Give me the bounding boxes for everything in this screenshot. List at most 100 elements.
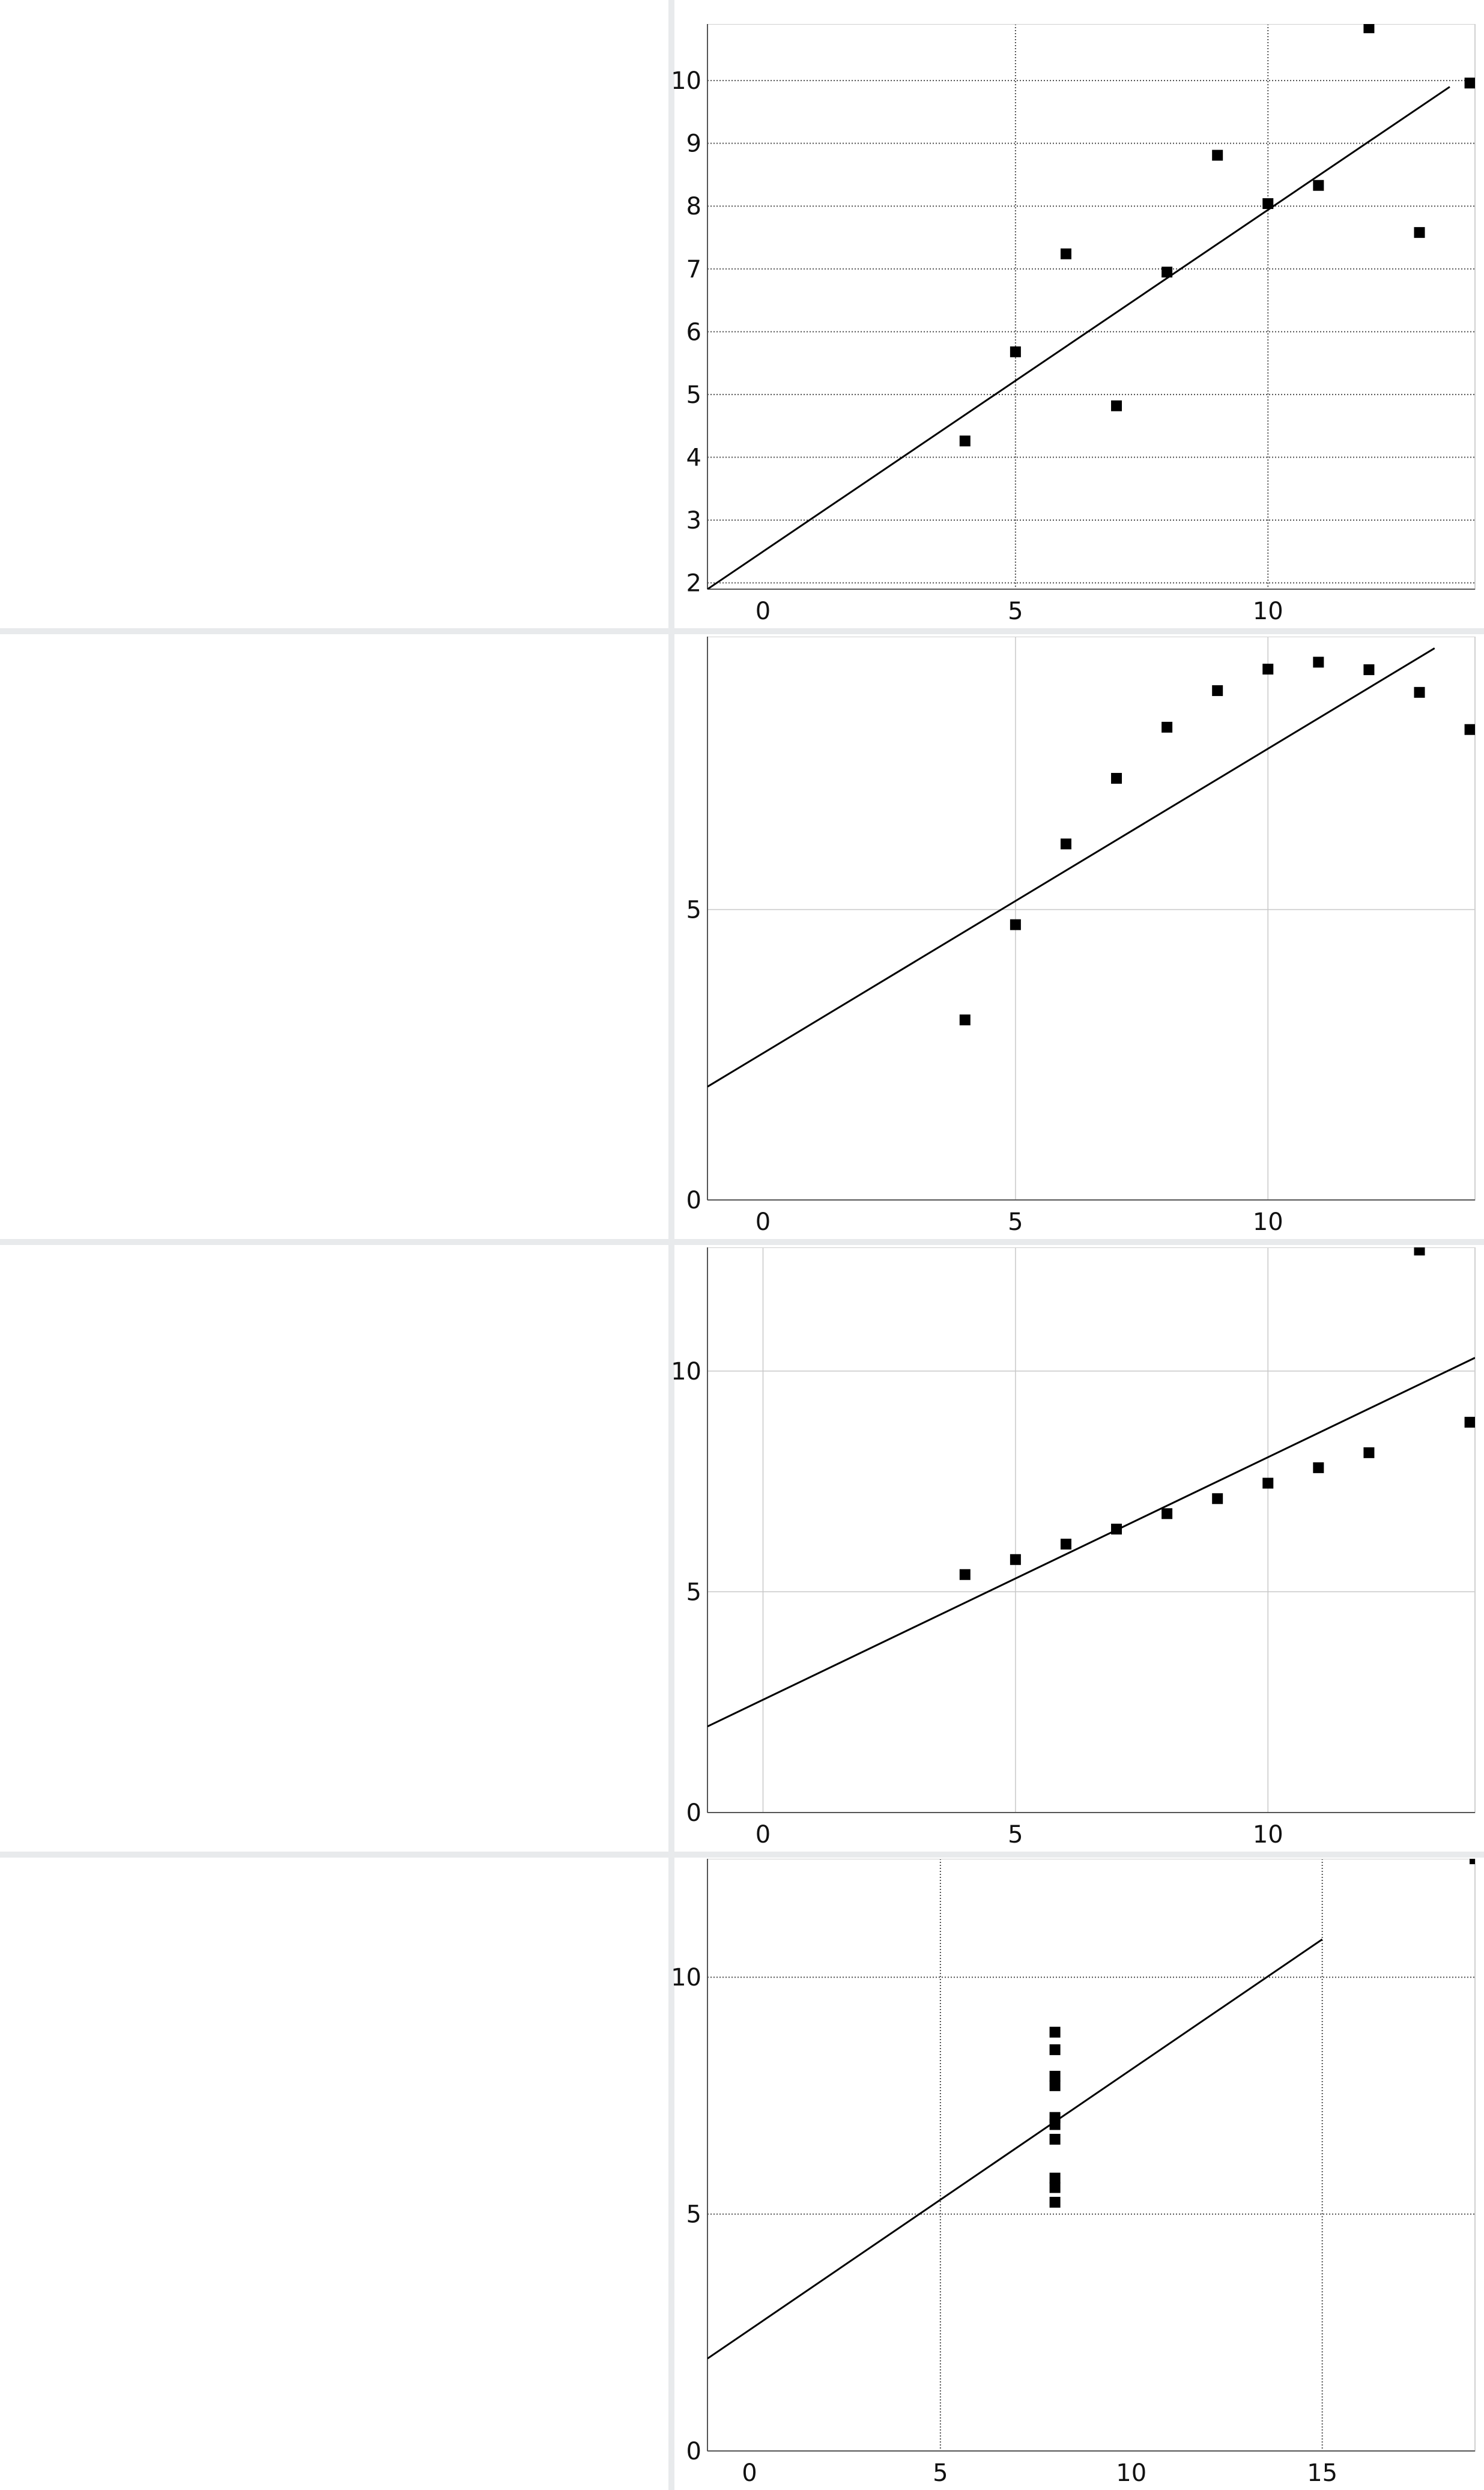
data-point [1010,919,1021,930]
data-point [1313,180,1324,191]
column-divider [668,0,674,628]
y-tick-label: 0 [686,2438,701,2465]
x-tick-label: 5 [933,2459,948,2487]
data-point [1464,724,1475,735]
y-tick-label: 5 [686,1578,701,1606]
column-divider [668,634,674,1239]
data-point [1049,2133,1061,2145]
data-point [1049,2071,1061,2082]
data-point [1212,1493,1223,1504]
heatmap-image [26,635,627,1219]
x-tick-label: 5 [1008,1208,1023,1236]
data-point [959,1014,971,1026]
x-tick-label: 5 [1008,1821,1023,1849]
data-point [1212,150,1223,161]
scatter-chart: 0 5 10 15 0 5 10 [671,1859,1476,2487]
data-point [1414,686,1425,698]
data-point [1010,346,1021,357]
data-point [1363,1447,1375,1458]
data-point [1010,1554,1021,1565]
plot-frame [707,1859,1476,2452]
data-point [1049,2080,1061,2091]
y-tick-label: 8 [686,193,701,220]
x-tick-label: 0 [756,1821,771,1849]
data-point [1060,1539,1071,1550]
scatter-plot-3: 0 5 10 0 5 10 [671,1247,1484,1852]
data-point [1262,1477,1274,1489]
data-point [1049,2119,1061,2130]
column-divider [668,1858,674,2490]
y-tick-label: 9 [686,130,701,158]
y-tick-label: 10 [671,67,701,95]
data-point [959,1569,971,1580]
data-point [1363,664,1375,676]
data-point [1212,685,1223,696]
regression-line [707,1357,1475,1727]
column-divider [668,1245,674,1852]
regression-line [707,1938,1323,2360]
heatmap-3 [29,1248,635,1826]
heatmap-4 [29,1855,631,2486]
data-point [1313,1462,1324,1473]
y-tick-label: 6 [686,318,701,346]
y-tick-label: 0 [686,1799,701,1827]
y-tick-label: 10 [671,1358,701,1386]
scatter-chart: 0 5 10 0 5 10 [671,1247,1476,1849]
data-point [1049,2026,1061,2038]
data-point [1313,656,1324,668]
x-tick-label: 5 [1008,598,1023,625]
y-tick-label: 0 [686,1187,701,1214]
heatmap-1 [29,23,632,604]
data-point [1111,772,1122,784]
data-point [1161,1508,1173,1519]
data-point [1111,400,1122,411]
y-tick-label: 3 [686,507,701,535]
heatmap-2 [26,635,627,1219]
y-tick-label: 4 [686,444,701,471]
regression-line [707,647,1435,1088]
data-point [1111,1524,1122,1535]
x-tick-label: 15 [1307,2459,1337,2487]
scatter-plot-1: 0 5 10 2 3 4 5 6 7 8 9 10 [671,24,1484,628]
data-point [1049,2182,1061,2193]
data-point [1060,838,1071,850]
scatter-plot-2: 0 5 10 0 5 [671,637,1484,1239]
y-tick-label: 5 [686,896,701,924]
y-tick-label: 10 [671,1964,701,1992]
x-tick-label: 0 [756,1208,771,1236]
heatmap-image [29,23,632,604]
heatmap-image [29,1855,631,2486]
data-point [1414,227,1425,238]
x-tick-label: 10 [1253,1821,1283,1849]
row-divider [0,1852,1484,1858]
x-tick-label: 10 [1253,598,1283,625]
heatmap-image [29,1248,635,1826]
x-tick-label: 0 [756,598,771,625]
data-point [1161,266,1173,277]
y-tick-label: 5 [686,2201,701,2229]
scatter-chart: 0 5 10 0 5 [686,637,1476,1236]
x-tick-label: 10 [1116,2459,1146,2487]
plot-frame [707,1247,1476,1813]
data-point [1414,1247,1425,1256]
scatter-chart: 0 5 10 2 3 4 5 6 7 8 9 10 [671,24,1476,625]
data-point [959,435,971,447]
x-tick-label: 0 [742,2459,757,2487]
data-point [1049,2196,1061,2208]
data-point [1464,1417,1475,1428]
data-point [1161,721,1173,733]
data-point [1060,248,1071,259]
row-divider [0,1239,1484,1245]
data-point [1262,198,1274,210]
y-tick-label: 2 [686,570,701,598]
data-point [1049,2172,1061,2184]
y-tick-label: 5 [686,381,701,409]
data-point [1049,2044,1061,2055]
data-point [1363,24,1375,34]
plot-frame [707,24,1476,590]
x-tick-label: 10 [1253,1208,1283,1236]
plot-frame [707,637,1476,1201]
row-divider [0,628,1484,634]
scatter-plot-4: 0 5 10 15 0 5 10 [671,1859,1484,2490]
data-point [1464,77,1475,89]
